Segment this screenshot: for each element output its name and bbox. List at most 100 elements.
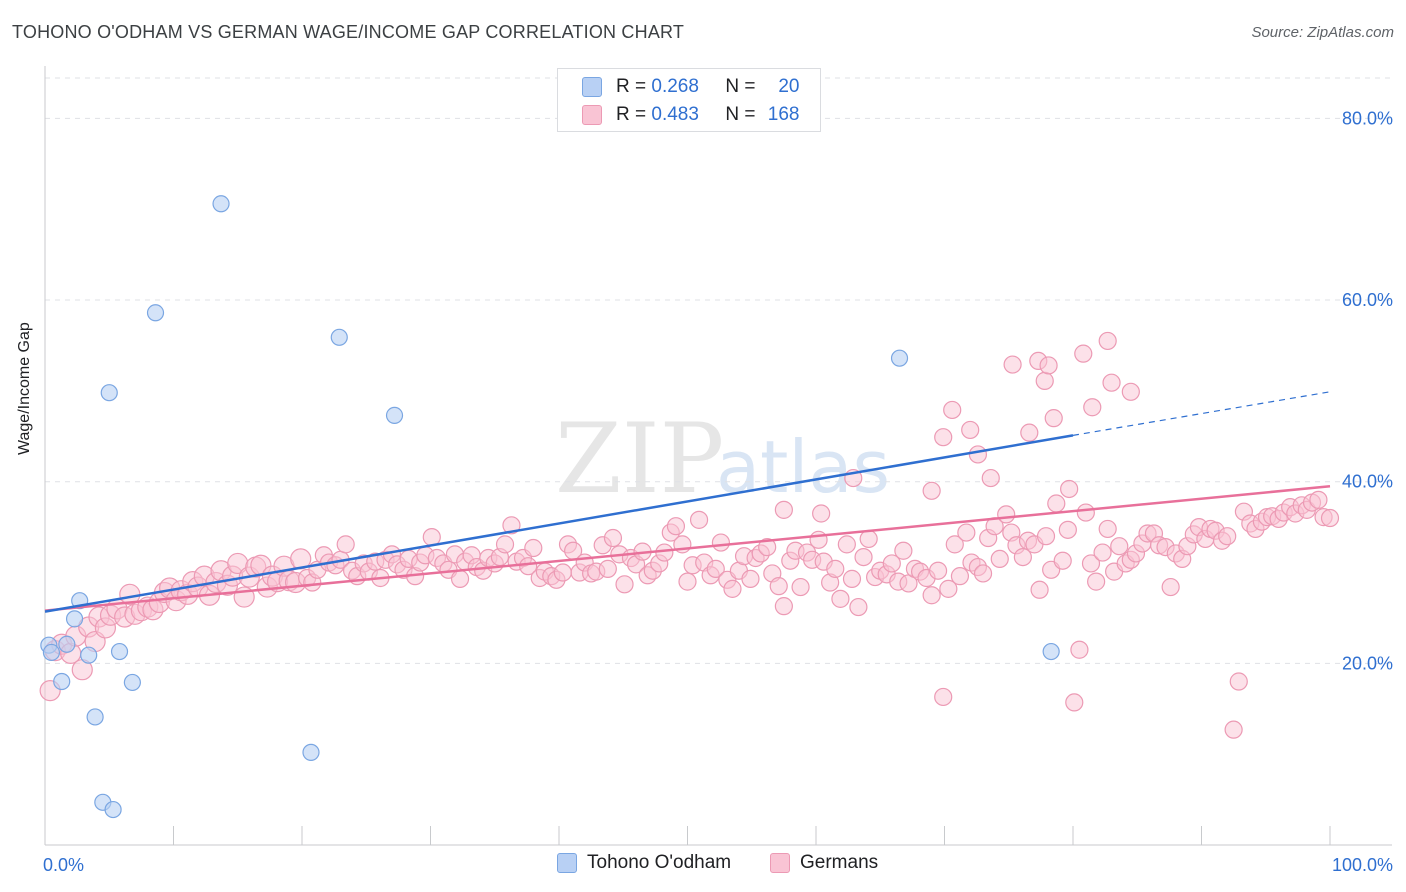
- germans-legend-swatch: [770, 853, 790, 873]
- germans-point: [934, 687, 953, 707]
- germans-point: [943, 400, 962, 420]
- germans-point: [1098, 331, 1117, 351]
- germans-point: [711, 533, 731, 552]
- germans-point: [598, 559, 617, 578]
- germans-point: [973, 564, 993, 583]
- germans-point: [1083, 398, 1102, 417]
- legend-item-tohono: Tohono O'odham: [557, 852, 731, 874]
- source-label: Source: ZipAtlas.com: [1251, 24, 1394, 41]
- tohono-point: [86, 708, 104, 726]
- watermark-atlas: atlas: [716, 425, 890, 509]
- stats-row-germans: R = 0.483 N = 168: [582, 104, 800, 126]
- germans-point: [922, 586, 941, 605]
- y-axis-label: Wage/Income Gap: [16, 322, 33, 455]
- tohono-legend-swatch: [557, 853, 577, 873]
- tohono-point: [100, 384, 118, 402]
- tick-labels: 20.0% 40.0% 60.0% 80.0% 0.0% 100.0%: [43, 108, 1393, 875]
- germans-point: [603, 528, 623, 548]
- germans-point: [1161, 577, 1180, 597]
- germans-point: [934, 428, 953, 447]
- tohono-point: [146, 304, 165, 322]
- chart-title: TOHONO O'ODHAM VS GERMAN WAGE/INCOME GAP…: [12, 22, 685, 42]
- trend-lines: [44, 391, 1331, 613]
- germans-point: [1074, 344, 1093, 363]
- watermark: ZIP atlas: [555, 403, 890, 515]
- tohono-point: [890, 349, 909, 367]
- y-tick-label: 20.0%: [1342, 653, 1393, 673]
- germans-point: [981, 468, 1000, 488]
- stats-row-tohono: R = 0.268 N = 20: [582, 76, 800, 98]
- germans-point: [1224, 720, 1243, 739]
- germans-point: [1044, 409, 1063, 428]
- tohono-point: [385, 406, 404, 425]
- germans-point: [809, 530, 828, 549]
- germans-point: [1030, 580, 1049, 599]
- germans-swatch: [582, 105, 602, 125]
- germans-point: [1229, 672, 1248, 691]
- x-tick-label-min: 0.0%: [43, 855, 84, 875]
- germans-point: [553, 563, 572, 582]
- germans-point: [1058, 520, 1077, 539]
- tohono-point: [110, 642, 129, 661]
- germans-point: [1070, 640, 1089, 659]
- tohono-point: [53, 672, 71, 691]
- germans-point: [706, 559, 725, 578]
- x-tick-label-max: 100.0%: [1332, 855, 1393, 875]
- germans-point: [502, 516, 521, 535]
- tohono-n-value: 20: [778, 76, 800, 97]
- tohono-point: [302, 743, 320, 761]
- tohono-trend-extension: [1072, 391, 1331, 436]
- germans-point: [1065, 693, 1084, 712]
- germans-point: [1076, 503, 1095, 522]
- y-tick-label: 40.0%: [1342, 472, 1393, 492]
- tohono-point: [58, 635, 76, 653]
- germans-point: [1003, 355, 1022, 374]
- tohono-point: [42, 643, 61, 662]
- germans-point: [849, 597, 868, 617]
- germans-point: [1093, 543, 1112, 562]
- germans-point: [842, 569, 862, 588]
- y-tick-label: 60.0%: [1342, 290, 1393, 310]
- germans-point: [894, 541, 913, 560]
- germans-point: [678, 572, 697, 591]
- germans-point: [666, 517, 686, 536]
- germans-n-value: 168: [767, 104, 800, 125]
- germans-point: [997, 505, 1016, 524]
- germans-point: [968, 445, 988, 464]
- tohono-trend-line: [44, 434, 1074, 613]
- germans-point: [1121, 382, 1140, 401]
- germans-point: [495, 535, 515, 554]
- germans-point: [1087, 572, 1106, 591]
- germans-point: [1020, 423, 1039, 442]
- germans-point: [791, 577, 810, 597]
- germans-points: [39, 331, 1340, 739]
- germans-point: [854, 547, 873, 567]
- tohono-point: [80, 646, 98, 664]
- germans-point: [1320, 508, 1340, 528]
- tohono-point: [212, 195, 230, 213]
- tohono-point: [330, 328, 348, 346]
- germans-point: [1081, 554, 1101, 573]
- germans-point: [950, 567, 970, 586]
- germans-point: [689, 510, 709, 529]
- germans-point: [615, 575, 634, 594]
- tohono-points: [40, 195, 1060, 819]
- germans-point: [1098, 519, 1117, 539]
- germans-trend-line: [44, 485, 1331, 612]
- watermark-zip: ZIP: [555, 403, 724, 515]
- tohono-point: [1042, 642, 1060, 661]
- germans-point: [837, 535, 856, 554]
- germans-point: [524, 538, 543, 558]
- germans-point: [774, 597, 793, 616]
- tohono-r-value: 0.268: [651, 76, 699, 97]
- germans-point: [826, 559, 845, 578]
- germans-point: [336, 535, 355, 554]
- germans-point: [758, 537, 777, 557]
- germans-point: [957, 523, 976, 542]
- germans-point: [1039, 356, 1058, 375]
- n-label: N =: [725, 76, 756, 97]
- germans-r-value: 0.483: [651, 104, 699, 125]
- germans-point: [1047, 494, 1066, 513]
- germans-point: [990, 549, 1009, 569]
